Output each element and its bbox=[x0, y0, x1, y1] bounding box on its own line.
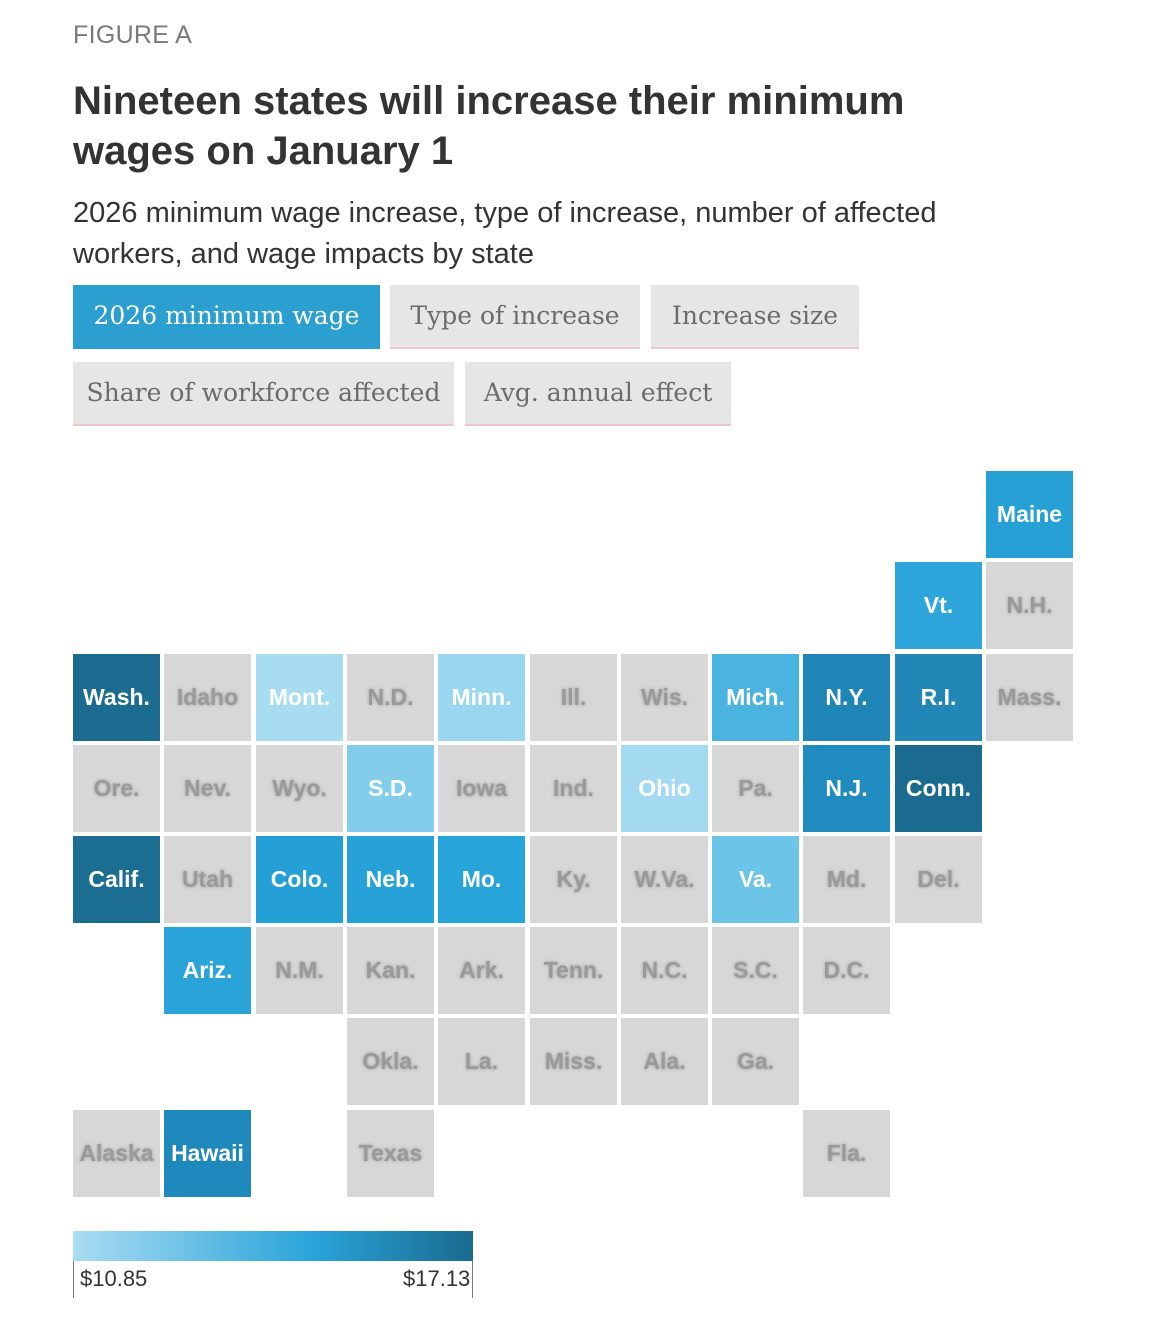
state-tile-utah[interactable]: Utah bbox=[164, 836, 251, 923]
state-tile-maine[interactable]: Maine bbox=[986, 471, 1073, 558]
state-tile-ky[interactable]: Ky. bbox=[530, 836, 617, 923]
state-tile-fla[interactable]: Fla. bbox=[803, 1110, 890, 1197]
state-tile-s-d[interactable]: S.D. bbox=[347, 745, 434, 832]
state-tile-ill[interactable]: Ill. bbox=[530, 654, 617, 741]
state-tile-mo[interactable]: Mo. bbox=[438, 836, 525, 923]
state-tile-ohio[interactable]: Ohio bbox=[621, 745, 708, 832]
state-tile-wash[interactable]: Wash. bbox=[73, 654, 160, 741]
legend-max-label: $17.13 bbox=[403, 1266, 471, 1291]
chart-title: Nineteen states will increase their mini… bbox=[73, 79, 905, 173]
state-tile-mass[interactable]: Mass. bbox=[986, 654, 1073, 741]
tab-avg-annual-effect[interactable]: Avg. annual effect bbox=[465, 362, 731, 426]
state-tile-texas[interactable]: Texas bbox=[347, 1110, 434, 1197]
state-tile-hawaii[interactable]: Hawaii bbox=[164, 1110, 251, 1197]
state-tile-n-m[interactable]: N.M. bbox=[256, 927, 343, 1014]
state-tile-wis[interactable]: Wis. bbox=[621, 654, 708, 741]
tab-share-of-workforce-affected[interactable]: Share of workforce affected bbox=[73, 362, 454, 426]
state-tile-pa[interactable]: Pa. bbox=[712, 745, 799, 832]
tab-type-of-increase[interactable]: Type of increase bbox=[390, 285, 640, 349]
state-tile-n-d[interactable]: N.D. bbox=[347, 654, 434, 741]
state-tile-okla[interactable]: Okla. bbox=[347, 1018, 434, 1105]
color-scale-legend bbox=[73, 1231, 473, 1261]
state-tile-ind[interactable]: Ind. bbox=[530, 745, 617, 832]
state-tile-colo[interactable]: Colo. bbox=[256, 836, 343, 923]
state-tile-n-c[interactable]: N.C. bbox=[621, 927, 708, 1014]
state-tile-ala[interactable]: Ala. bbox=[621, 1018, 708, 1105]
state-tile-idaho[interactable]: Idaho bbox=[164, 654, 251, 741]
state-tile-miss[interactable]: Miss. bbox=[530, 1018, 617, 1105]
state-tile-kan[interactable]: Kan. bbox=[347, 927, 434, 1014]
state-tile-del[interactable]: Del. bbox=[895, 836, 982, 923]
state-tile-mich[interactable]: Mich. bbox=[712, 654, 799, 741]
state-tile-tenn[interactable]: Tenn. bbox=[530, 927, 617, 1014]
state-tile-vt[interactable]: Vt. bbox=[895, 562, 982, 649]
state-tile-ga[interactable]: Ga. bbox=[712, 1018, 799, 1105]
state-tile-wyo[interactable]: Wyo. bbox=[256, 745, 343, 832]
state-tile-nev[interactable]: Nev. bbox=[164, 745, 251, 832]
state-tile-alaska[interactable]: Alaska bbox=[73, 1110, 160, 1197]
legend-max-tick bbox=[472, 1261, 473, 1298]
state-tile-ariz[interactable]: Ariz. bbox=[164, 927, 251, 1014]
state-tile-mont[interactable]: Mont. bbox=[256, 654, 343, 741]
state-tile-md[interactable]: Md. bbox=[803, 836, 890, 923]
state-tile-w-va[interactable]: W.Va. bbox=[621, 836, 708, 923]
state-tile-neb[interactable]: Neb. bbox=[347, 836, 434, 923]
state-tile-la[interactable]: La. bbox=[438, 1018, 525, 1105]
state-tile-conn[interactable]: Conn. bbox=[895, 745, 982, 832]
state-tile-minn[interactable]: Minn. bbox=[438, 654, 525, 741]
state-tile-n-y[interactable]: N.Y. bbox=[803, 654, 890, 741]
chart-subtitle: 2026 minimum wage increase, type of incr… bbox=[73, 197, 937, 270]
state-tile-calif[interactable]: Calif. bbox=[73, 836, 160, 923]
state-tile-ore[interactable]: Ore. bbox=[73, 745, 160, 832]
state-tile-s-c[interactable]: S.C. bbox=[712, 927, 799, 1014]
tab-2026-minimum-wage[interactable]: 2026 minimum wage bbox=[73, 285, 380, 349]
figure-label: FIGURE A bbox=[73, 21, 193, 49]
legend-min-label: $10.85 bbox=[80, 1266, 148, 1291]
state-tile-ark[interactable]: Ark. bbox=[438, 927, 525, 1014]
state-tile-n-j[interactable]: N.J. bbox=[803, 745, 890, 832]
state-tile-iowa[interactable]: Iowa bbox=[438, 745, 525, 832]
state-tile-d-c[interactable]: D.C. bbox=[803, 927, 890, 1014]
state-tile-r-i[interactable]: R.I. bbox=[895, 654, 982, 741]
legend-min-tick bbox=[73, 1261, 74, 1298]
state-tile-va[interactable]: Va. bbox=[712, 836, 799, 923]
state-tile-n-h[interactable]: N.H. bbox=[986, 562, 1073, 649]
tab-increase-size[interactable]: Increase size bbox=[651, 285, 859, 349]
